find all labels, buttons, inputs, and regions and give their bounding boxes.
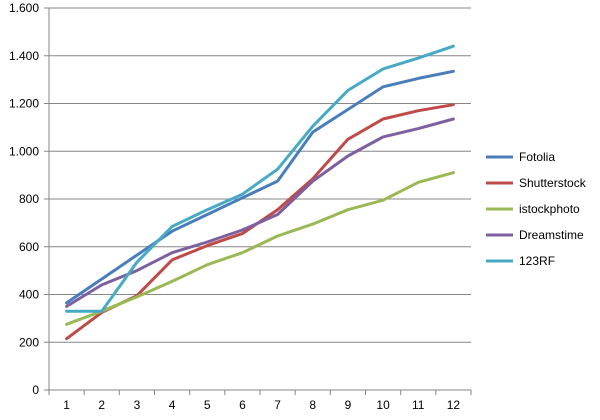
y-tick-label: 1.600 bbox=[9, 1, 39, 15]
y-tick-label: 1.400 bbox=[9, 49, 39, 63]
legend-label: Fotolia bbox=[519, 150, 555, 164]
legend-label: 123RF bbox=[519, 254, 555, 268]
x-tick-label: 8 bbox=[309, 398, 316, 412]
series-line-istockphoto bbox=[65, 171, 455, 326]
y-tick-label: 200 bbox=[19, 335, 39, 349]
y-tick-label: 600 bbox=[19, 240, 39, 254]
series-line-fotolia bbox=[65, 69, 455, 305]
x-tick-label: 6 bbox=[239, 398, 246, 412]
gridlines bbox=[49, 7, 471, 343]
x-tick-label: 7 bbox=[274, 398, 281, 412]
x-tick-label: 11 bbox=[412, 398, 425, 412]
y-tick-label: 800 bbox=[19, 192, 39, 206]
legend-label: Shutterstock bbox=[519, 176, 587, 190]
series-lines bbox=[65, 44, 455, 341]
y-tick-label: 1.000 bbox=[9, 144, 39, 158]
x-tick-label: 9 bbox=[345, 398, 352, 412]
legend-label: istockphoto bbox=[519, 202, 580, 216]
x-tick-label: 5 bbox=[204, 398, 211, 412]
y-tick-label: 400 bbox=[19, 288, 39, 302]
x-tick-label: 4 bbox=[169, 398, 176, 412]
x-tick-label: 3 bbox=[134, 398, 141, 412]
x-tick-label: 12 bbox=[447, 398, 461, 412]
x-tick-label: 2 bbox=[98, 398, 105, 412]
series-line-123rf bbox=[65, 44, 455, 313]
y-tick-label: 1.200 bbox=[9, 97, 39, 111]
x-tick-label: 10 bbox=[376, 398, 390, 412]
legend: Fotolia Shutterstock istockphoto Dreamstime… bbox=[486, 150, 587, 268]
y-tick-label: 0 bbox=[32, 383, 39, 397]
legend-label: Dreamstime bbox=[519, 228, 584, 242]
x-tick-label: 1 bbox=[63, 398, 70, 412]
